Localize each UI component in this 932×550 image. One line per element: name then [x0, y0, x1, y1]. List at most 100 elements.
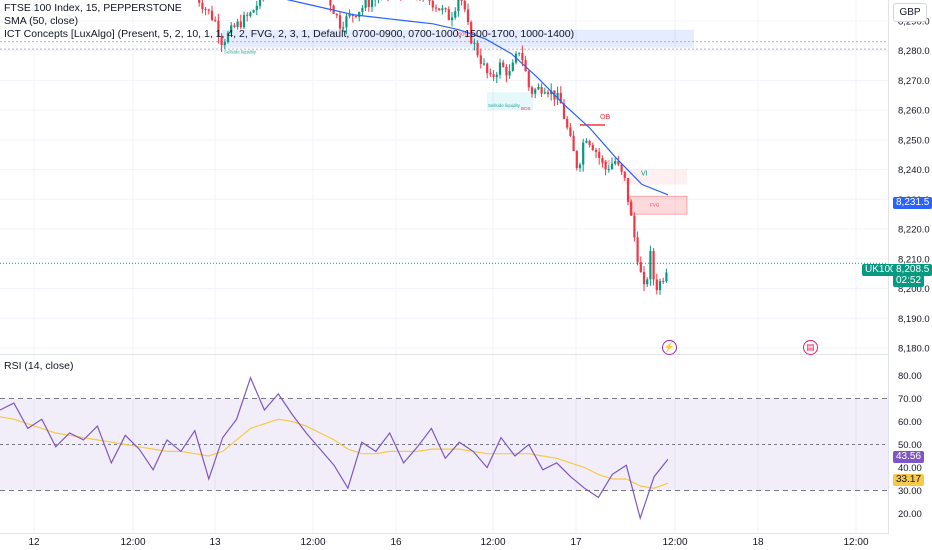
- candle-body: [454, 11, 457, 18]
- candle-body: [649, 250, 652, 280]
- price-tick-label: 8,240.0: [898, 165, 930, 176]
- candle-body: [527, 71, 530, 88]
- candle-body: [214, 20, 217, 22]
- rsi-ma-line: [0, 416, 669, 489]
- candle-body: [370, 0, 374, 7]
- candle-body: [662, 281, 665, 283]
- candle-body: [482, 63, 486, 65]
- candle-body: [236, 21, 239, 27]
- sellside-zone: [487, 92, 533, 111]
- candle-body: [540, 86, 543, 94]
- candle-body: [479, 55, 482, 64]
- candle-body: [342, 27, 345, 29]
- rsi-line: [0, 376, 669, 521]
- candle-body: [588, 140, 591, 145]
- candle-body: [220, 36, 223, 46]
- dividend-event-icon[interactable]: ⚡: [662, 340, 677, 355]
- price-tick-label: 8,210.0: [898, 254, 930, 265]
- candle-body: [655, 279, 658, 291]
- candle-body: [566, 118, 569, 128]
- time-tick-label: 12:00: [480, 537, 505, 548]
- candle-body: [258, 0, 262, 6]
- last-price-tag: 8,208.5: [893, 264, 932, 276]
- price-tick-label: 8,270.0: [898, 76, 930, 87]
- annotation-sell-liq: Sellside liquidity: [224, 50, 257, 55]
- time-tick-label: 18: [752, 537, 764, 548]
- candle-body: [652, 250, 655, 280]
- candle-body: [364, 0, 367, 8]
- candle-body: [575, 151, 578, 169]
- earnings-event-icon[interactable]: ▤: [803, 340, 818, 355]
- fvg-zone: [629, 195, 688, 215]
- candle-body: [614, 161, 617, 164]
- candle-body: [591, 144, 594, 151]
- candle-body: [358, 11, 361, 17]
- legend-sma[interactable]: SMA (50, close): [4, 15, 79, 27]
- sma-value-tag: 8,231.5: [893, 197, 932, 209]
- candle-body: [620, 164, 623, 172]
- candle-body: [447, 9, 450, 21]
- symbol-tag: UK100: [862, 264, 899, 276]
- candle-body: [233, 25, 236, 27]
- candle-body: [646, 279, 649, 285]
- candle-body: [361, 7, 364, 12]
- candle-body: [607, 169, 610, 171]
- legend-ict[interactable]: ICT Concepts [LuxAlgo] (Present, 5, 2, 1…: [4, 28, 575, 40]
- price-tick-label: 8,260.0: [898, 106, 930, 117]
- candle-body: [438, 8, 441, 11]
- annotation-sell-liq: Sellside liquidity: [488, 103, 521, 108]
- candle-body: [492, 74, 495, 77]
- candle-body: [470, 22, 473, 44]
- candle-body: [534, 89, 537, 94]
- candle-body: [329, 0, 332, 6]
- candle-body: [594, 150, 598, 152]
- candle-body: [610, 163, 614, 170]
- candle-body: [201, 2, 204, 10]
- annotation-bos: BOS: [601, 160, 611, 165]
- candle-body: [345, 16, 348, 28]
- candle-body: [498, 62, 502, 75]
- pane-separator[interactable]: [0, 354, 888, 355]
- time-tick-label: 12:00: [300, 537, 325, 548]
- candle-body: [636, 237, 639, 263]
- candle-body: [476, 42, 479, 56]
- candle-body: [434, 7, 438, 9]
- candle-body: [562, 103, 566, 119]
- price-tick-label: 8,200.0: [898, 284, 930, 295]
- candle-body: [508, 71, 511, 76]
- legend-rsi[interactable]: RSI (14, close): [4, 360, 74, 372]
- candle-body: [502, 62, 505, 68]
- time-axis-border: [0, 533, 888, 534]
- rsi-tick-label: 40.00: [898, 463, 922, 474]
- candle-body: [463, 0, 466, 10]
- candle-body: [521, 52, 524, 61]
- price-tick-label: 8,190.0: [898, 314, 930, 325]
- candle-body: [207, 9, 210, 11]
- candle-body: [582, 142, 585, 165]
- candle-body: [249, 12, 252, 16]
- annotation-fvg: FVG: [650, 203, 660, 208]
- annotation-vi: VI: [641, 171, 648, 178]
- time-tick-label: 13: [209, 537, 221, 548]
- legend-symbol[interactable]: FTSE 100 Index, 15, PEPPERSTONE: [4, 2, 182, 14]
- candle-body: [252, 10, 255, 13]
- candle-body: [572, 135, 575, 152]
- candle-body: [598, 151, 601, 158]
- candle-body: [585, 140, 588, 143]
- price-tick-label: 8,180.0: [898, 344, 930, 355]
- candle-body: [489, 73, 492, 75]
- time-tick-label: 12:00: [120, 537, 145, 548]
- candle-body: [639, 262, 642, 273]
- currency-selector[interactable]: GBP: [893, 3, 927, 22]
- candle-body: [604, 162, 607, 170]
- candle-body: [530, 87, 534, 94]
- candle-body: [460, 0, 463, 1]
- candle-body: [338, 15, 342, 29]
- price-tick-label: 8,220.0: [898, 225, 930, 236]
- rsi-tick-label: 30.00: [898, 486, 922, 497]
- sma-line: [286, 0, 669, 196]
- candle-body: [431, 0, 434, 8]
- candle-body: [223, 42, 226, 46]
